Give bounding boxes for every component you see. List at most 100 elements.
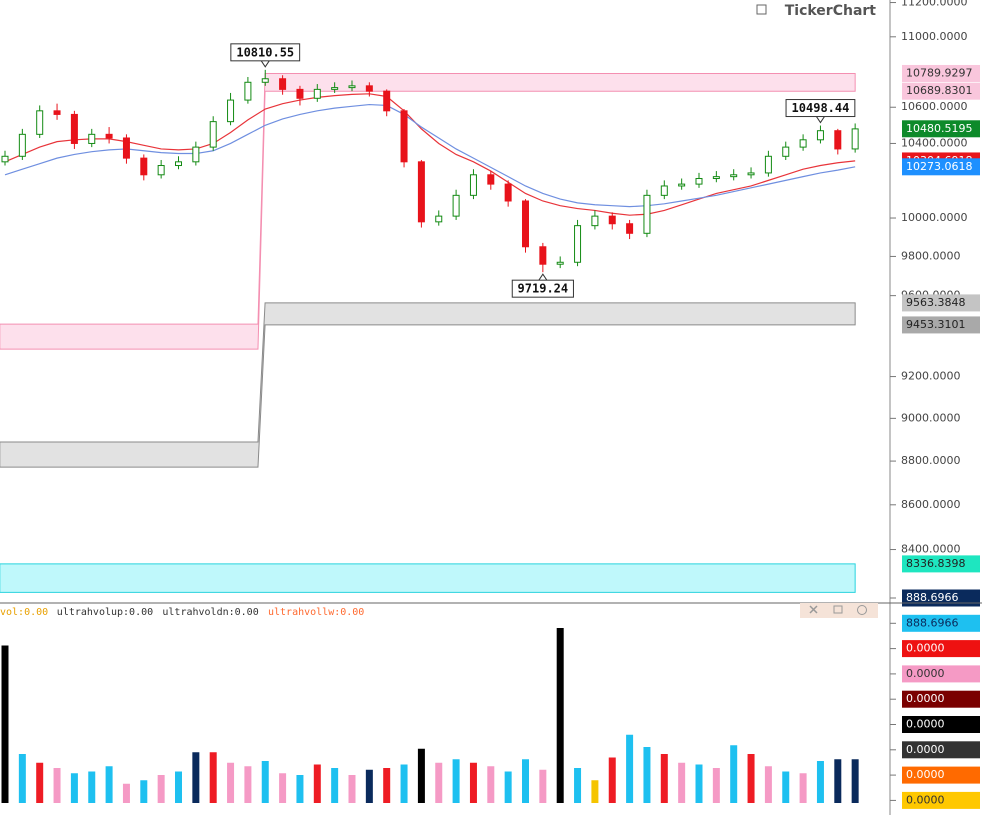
watermark-icon	[756, 4, 767, 15]
volume-bar	[487, 766, 495, 803]
legend-item: ultrahvoldn:0.00	[162, 607, 258, 618]
volume-tag-label: 0.0000	[906, 642, 945, 655]
volume-bar	[261, 761, 269, 803]
volume-bar	[747, 754, 755, 803]
price-tag-label: 10789.9297	[906, 66, 972, 79]
maximize-icon[interactable]	[833, 605, 843, 614]
annotation-label: 10498.44	[792, 101, 850, 115]
annotation-pointer	[538, 273, 548, 281]
volume-bar	[140, 780, 148, 803]
volume-panel: vol:0.00 ultrahvolup:0.00 ultrahvoldn:0.00…	[0, 607, 859, 803]
candle-body	[244, 81, 252, 101]
volume-tag-label: 0.0000	[906, 768, 945, 781]
candle-body	[435, 215, 443, 223]
candle-body	[556, 261, 564, 265]
candle-body	[1, 155, 9, 163]
volume-bar	[556, 628, 564, 803]
candle-body	[400, 110, 408, 163]
volume-bar	[122, 783, 130, 803]
price-tag-label: 10689.8301	[906, 84, 972, 97]
y-tick-label: 10000.0000	[901, 211, 967, 224]
volume-bar	[88, 771, 96, 803]
price-panel: 10810.55 10498.44 9719.24	[0, 43, 859, 593]
y-tick-label: 9200.0000	[901, 370, 961, 383]
candle-body	[591, 215, 599, 227]
price-tag-label: 8336.8398	[906, 557, 966, 570]
volume-tag	[902, 716, 980, 733]
volume-bar	[764, 766, 772, 803]
volume-bar	[834, 759, 842, 803]
candle-body	[712, 176, 720, 180]
volume-tag	[902, 589, 980, 607]
y-tick-label: 10600.0000	[901, 100, 967, 113]
watermark: TickerChart	[756, 3, 876, 19]
volume-tag-label: 0.0000	[906, 793, 945, 806]
candle-body	[383, 90, 391, 112]
y-tick-label: 11000.0000	[901, 30, 967, 43]
candle-body	[469, 174, 477, 196]
window-buttons[interactable]	[800, 603, 878, 618]
candle-body	[18, 133, 26, 157]
candle-body	[643, 194, 651, 234]
annotation-pointer	[816, 116, 825, 124]
price-tag-label: 9453.3101	[906, 318, 966, 331]
volume-bar	[70, 773, 78, 803]
volume-tag	[902, 665, 980, 683]
volume-bar	[296, 775, 304, 803]
volume-bar	[348, 775, 356, 803]
volume-bar	[816, 761, 824, 803]
candle-body	[660, 185, 668, 196]
price-tag	[902, 316, 980, 334]
candle-body	[522, 200, 529, 248]
legend-item: vol:0.00	[0, 607, 48, 618]
volume-bar	[452, 759, 460, 803]
candle-body	[574, 225, 582, 263]
volume-bar	[695, 764, 703, 803]
volume-bar	[175, 771, 182, 803]
volume-bar	[591, 780, 599, 803]
volume-bar	[227, 762, 235, 803]
volume-tag-label: 0.0000	[906, 692, 945, 705]
volume-bar	[383, 768, 391, 803]
volume-bar	[313, 764, 321, 803]
volume-bar	[660, 754, 668, 803]
volume-bar	[469, 762, 477, 803]
candle-body	[626, 223, 634, 234]
candle-body	[88, 133, 96, 144]
candle-body	[678, 183, 686, 187]
candle-body	[53, 110, 61, 115]
volume-tag	[902, 690, 980, 708]
annotation-pointer	[260, 60, 270, 68]
candle-body	[157, 165, 165, 176]
legend-item: ultrahvollw:0.00	[268, 607, 364, 618]
candle-body	[452, 194, 460, 217]
candle-body	[313, 88, 321, 99]
annotation-box	[230, 43, 301, 62]
candle-body	[331, 87, 339, 90]
price-tag-label: 9563.3848	[906, 296, 966, 309]
close-icon[interactable]	[809, 605, 818, 614]
settings-icon[interactable]	[857, 605, 867, 615]
moving-average	[4, 103, 856, 208]
volume-bar	[244, 766, 252, 803]
price-tag-label: 10480.5195	[906, 122, 972, 135]
candle-body	[122, 137, 130, 159]
volume-bar	[574, 768, 582, 803]
candle-body	[764, 155, 772, 174]
candle-body	[851, 128, 859, 150]
volume-bar	[608, 757, 616, 803]
volume-tag-label: 888.6966	[906, 616, 959, 629]
volume-tag	[902, 741, 980, 759]
volume-bar	[799, 773, 807, 803]
y-tick-label: 8800.0000	[901, 454, 961, 467]
candle-body	[175, 161, 182, 167]
y-tick-label: 9800.0000	[901, 249, 961, 262]
candle-body	[348, 85, 356, 89]
legend-item: ultrahvolup:0.00	[57, 607, 153, 618]
candle-body	[279, 78, 287, 90]
volume-tag-label: 0.0000	[906, 718, 945, 731]
volume-bar	[18, 754, 26, 803]
volume-bar	[209, 752, 217, 803]
volume-bar	[105, 766, 113, 803]
